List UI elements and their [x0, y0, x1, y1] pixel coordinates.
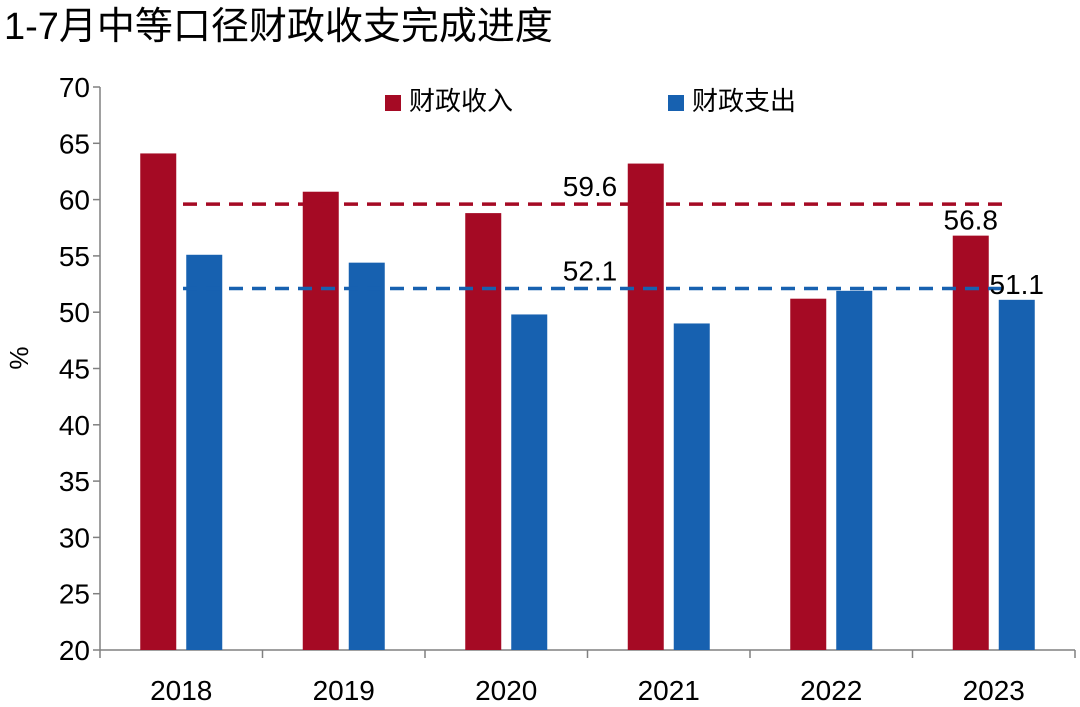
expenditure-2023-data-label: 51.1	[990, 269, 1045, 300]
bar-expenditure-2018	[186, 254, 223, 651]
revenue-average-label: 59.6	[563, 171, 618, 202]
y-tick-label: 35	[59, 466, 90, 497]
x-tick-label: 2020	[475, 675, 537, 706]
revenue-2023-data-label: 56.8	[944, 205, 999, 236]
legend-label-revenue: 财政收入	[409, 86, 513, 116]
bar-revenue-2021	[627, 163, 664, 650]
legend-swatch-expenditure	[668, 95, 684, 111]
chart-title: 1-7月中等口径财政收支完成进度	[4, 6, 553, 48]
y-tick-label: 70	[59, 72, 90, 103]
y-tick-label: 55	[59, 241, 90, 272]
bar-revenue-2022	[790, 298, 827, 650]
x-tick-label: 2018	[150, 675, 212, 706]
bar-expenditure-2019	[348, 262, 385, 650]
x-tick-label: 2022	[800, 675, 862, 706]
y-axis-label: %	[4, 346, 34, 369]
y-tick-label: 30	[59, 522, 90, 553]
legend: 财政收入 财政支出	[385, 86, 796, 116]
x-tick-label: 2021	[638, 675, 700, 706]
x-tick-label: 2023	[963, 675, 1025, 706]
data-labels: 56.8 51.1	[944, 205, 1045, 300]
y-tick-label: 45	[59, 354, 90, 385]
bar-expenditure-2022	[836, 290, 873, 650]
expenditure-average-label: 52.1	[563, 256, 618, 287]
y-tick-label: 65	[59, 128, 90, 159]
x-tick-label: 2019	[313, 675, 375, 706]
bar-revenue-2020	[465, 213, 502, 650]
bar-revenue-2018	[140, 153, 177, 650]
bars	[140, 153, 1035, 651]
bar-expenditure-2023	[998, 299, 1035, 650]
bar-revenue-2023	[952, 235, 989, 650]
x-axis: 2018 2019 2020 2021 2022 2023	[99, 649, 1076, 706]
y-axis: 20 25 30 35 40 45 50 55 60 65 70	[59, 72, 101, 666]
y-tick-label: 20	[59, 635, 90, 666]
bar-expenditure-2020	[511, 314, 548, 650]
y-tick-label: 60	[59, 185, 90, 216]
legend-swatch-revenue	[385, 95, 401, 111]
bar-revenue-2019	[302, 191, 339, 650]
legend-label-expenditure: 财政支出	[692, 86, 796, 116]
y-tick-label: 25	[59, 579, 90, 610]
y-tick-label: 40	[59, 410, 90, 441]
reference-lines: 59.6 52.1	[183, 171, 1005, 291]
bar-expenditure-2021	[673, 323, 710, 650]
y-tick-label: 50	[59, 297, 90, 328]
